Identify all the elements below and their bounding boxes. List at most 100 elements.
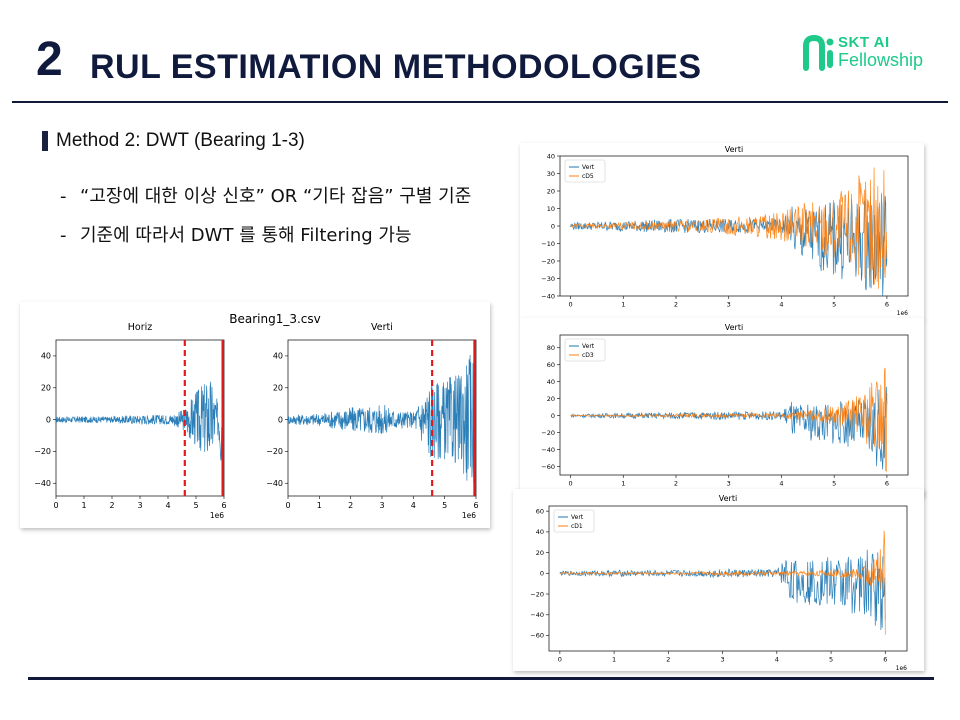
bullet-text: “고장에 대한 이상 신호” OR “기타 잡음” 구별 기준 xyxy=(80,186,472,207)
chart-title: Verti xyxy=(725,145,743,154)
bullet-dash: - xyxy=(60,225,67,246)
sktai-fellowship-logo: SKT AI Fellowship xyxy=(802,32,952,76)
method-heading: Method 2: DWT (Bearing 1-3) xyxy=(56,130,305,151)
x-tick-label: 0 xyxy=(568,301,572,309)
series-line-cd5 xyxy=(570,167,888,289)
cd1-chart: Verti 0 1 2 3 4 5 6 1e6 60 40 20 0 −20 −40 −60 Vert cD1 xyxy=(530,494,908,672)
series-line-vert xyxy=(559,549,886,631)
y-tick-label: −60 xyxy=(541,463,555,471)
y-tick-label: −40 xyxy=(541,446,555,454)
y-tick-label: −20 xyxy=(541,429,555,437)
series-line-cd3 xyxy=(570,367,888,473)
ni-monogram-icon xyxy=(803,34,834,71)
legend-label: cD5 xyxy=(582,173,594,180)
x-tick-label: 4 xyxy=(165,501,170,510)
y-tick-label: 20 xyxy=(536,549,544,557)
x-tick-label: 5 xyxy=(193,501,198,510)
x-tick-label: 5 xyxy=(829,656,833,664)
x-tick-label: 2 xyxy=(674,301,678,309)
dwt-cd1-figure: Verti 0 1 2 3 4 5 6 1e6 60 40 20 0 −20 −40 −60 Vert cD1 xyxy=(513,489,924,672)
series-line-vert xyxy=(570,386,888,470)
x-tick-label: 3 xyxy=(137,501,142,510)
x-tick-label: 4 xyxy=(411,501,416,510)
y-tick-label: −40 xyxy=(266,479,283,488)
bullet-text: 기준에 따라서 DWT 를 통해 Filtering 가능 xyxy=(80,225,412,246)
x-tick-label: 3 xyxy=(727,301,731,309)
title-divider xyxy=(12,101,948,103)
plot-frame xyxy=(559,334,909,476)
bullet-dash: - xyxy=(60,186,67,207)
y-tick-label: 20 xyxy=(41,384,51,393)
legend-label: cD1 xyxy=(571,523,583,530)
section-number: 2 xyxy=(36,33,63,86)
chart-title: Horiz xyxy=(128,322,153,333)
bearing-figure: Bearing1_3.csv Horiz 0 1 2 3 4 5 6 1e6 40 20 0 −20 −4… xyxy=(20,302,490,528)
x-tick-label: 4 xyxy=(779,301,783,309)
chart-title: Verti xyxy=(719,494,737,503)
x-scale-label: 1e6 xyxy=(210,511,224,520)
y-tick-label: 80 xyxy=(547,344,555,352)
y-tick-label: 0 xyxy=(278,415,283,424)
y-tick-label: 0 xyxy=(551,222,555,230)
x-tick-label: 3 xyxy=(379,501,384,510)
x-tick-label: 5 xyxy=(442,501,447,510)
y-tick-label: 30 xyxy=(547,170,555,178)
x-tick-label: 3 xyxy=(721,656,725,664)
x-tick-label: 2 xyxy=(674,480,678,488)
x-tick-label: 6 xyxy=(885,301,889,309)
x-tick-label: 1 xyxy=(621,480,625,488)
y-tick-label: 60 xyxy=(547,361,555,369)
x-tick-label: 2 xyxy=(109,501,114,510)
logo-text-sktai: SKT AI xyxy=(838,34,890,51)
x-scale-label: 1e6 xyxy=(896,665,908,671)
x-tick-label: 3 xyxy=(727,480,731,488)
x-tick-label: 6 xyxy=(885,480,889,488)
x-scale-label: 1e6 xyxy=(462,511,476,520)
heading-marker-bar xyxy=(42,131,48,151)
y-tick-label: −20 xyxy=(541,257,555,265)
y-tick-label: 40 xyxy=(41,352,51,361)
x-tick-label: 2 xyxy=(666,656,670,664)
y-tick-label: 20 xyxy=(273,384,283,393)
y-tick-label: 10 xyxy=(547,205,555,213)
x-tick-label: 4 xyxy=(779,480,783,488)
logo-text-fellowship: Fellowship xyxy=(838,50,924,70)
dwt-cd5-figure: Verti 0 1 2 3 4 5 6 1e6 40 30 20 10 0 −10 −20 −30 −40 Vert… xyxy=(520,143,924,319)
y-tick-label: 20 xyxy=(547,395,555,403)
x-tick-label: 0 xyxy=(285,501,290,510)
y-tick-label: −10 xyxy=(541,240,555,248)
y-tick-label: 60 xyxy=(536,507,544,515)
x-tick-label: 0 xyxy=(558,656,562,664)
x-tick-label: 1 xyxy=(612,656,616,664)
x-scale-label: 1e6 xyxy=(897,310,909,317)
legend-label: cD3 xyxy=(582,352,594,359)
y-tick-label: −20 xyxy=(34,447,51,456)
footer-divider xyxy=(28,677,934,680)
y-tick-label: −40 xyxy=(541,292,555,300)
legend-label: Vert xyxy=(571,514,584,521)
legend-label: Vert xyxy=(582,343,595,350)
y-tick-label: 20 xyxy=(547,187,555,195)
x-tick-label: 6 xyxy=(883,656,887,664)
y-tick-label: 0 xyxy=(46,415,51,424)
y-tick-label: −40 xyxy=(34,479,51,488)
series-line-cd1 xyxy=(559,530,886,635)
series-line-verti xyxy=(288,355,475,493)
x-tick-label: 2 xyxy=(348,501,353,510)
y-tick-label: −60 xyxy=(530,632,544,640)
y-tick-label: −30 xyxy=(541,275,555,283)
series-line-horiz xyxy=(56,381,223,484)
plot-frame xyxy=(548,505,908,652)
figure-suptitle: Bearing1_3.csv xyxy=(229,312,321,326)
slide-title: RUL ESTIMATION METHODOLOGIES xyxy=(90,48,702,86)
y-tick-label: 40 xyxy=(273,352,283,361)
y-tick-label: 40 xyxy=(536,528,544,536)
bullet-item: - “고장에 대한 이상 신호” OR “기타 잡음” 구별 기준 xyxy=(60,182,471,208)
x-tick-label: 1 xyxy=(317,501,322,510)
chart-title: Verti xyxy=(371,322,393,333)
cd5-chart: Verti 0 1 2 3 4 5 6 1e6 40 30 20 10 0 −10 −20 −30 −40 Vert… xyxy=(541,145,909,317)
y-tick-label: −20 xyxy=(266,447,283,456)
